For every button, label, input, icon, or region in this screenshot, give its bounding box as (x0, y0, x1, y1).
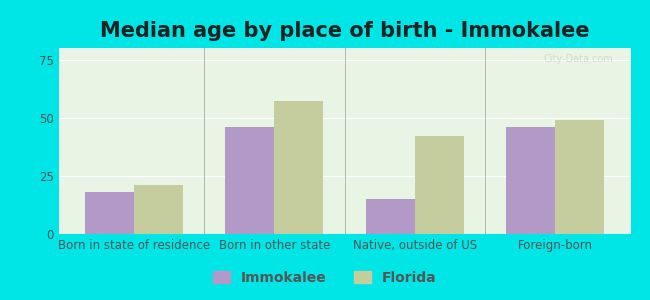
Bar (555, 120, 605, 234)
Bar (134, 185, 183, 234)
Title: Median age by place of birth - Immokalee: Median age by place of birth - Immokalee (99, 21, 590, 41)
Text: City-Data.com: City-Data.com (543, 54, 614, 64)
Bar (84, 192, 134, 234)
Bar (225, 127, 274, 234)
Bar (506, 127, 555, 234)
Bar (274, 101, 324, 234)
Legend: Immokalee, Florida: Immokalee, Florida (207, 265, 443, 290)
Bar (415, 136, 464, 234)
Bar (365, 199, 415, 234)
